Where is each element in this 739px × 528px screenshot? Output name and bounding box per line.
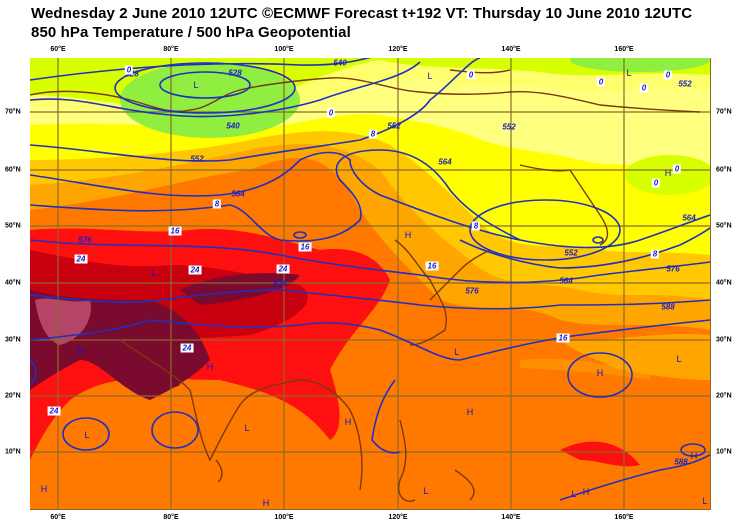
longitude-tick-label: 160°E	[614, 514, 634, 521]
temperature-contour-label: 0	[326, 108, 336, 118]
high-pressure-marker: H	[262, 498, 270, 508]
temperature-contour-label: 16	[556, 333, 570, 343]
longitude-tick-label: 140°E	[501, 514, 521, 521]
temperature-contour-label: 16	[298, 242, 312, 252]
high-pressure-marker: H	[404, 230, 412, 240]
geopotential-contour-label: 588	[661, 302, 675, 312]
low-pressure-marker: L	[244, 423, 250, 433]
geopotential-contour-label: 576	[273, 279, 287, 289]
high-pressure-marker: H	[77, 346, 85, 356]
longitude-tick-label: 100°E	[274, 46, 294, 53]
low-pressure-marker: L	[702, 496, 708, 506]
temperature-contour-label: 24	[47, 406, 61, 416]
longitude-tick-label: 80°E	[163, 46, 179, 53]
temperature-contour-label: 0	[466, 70, 476, 80]
latitude-tick-label: 60°N	[716, 166, 732, 174]
low-pressure-marker: L	[151, 268, 157, 278]
geopotential-contour-label: 552	[190, 154, 204, 164]
latitude-tick-label: 40°N	[5, 279, 21, 287]
latitude-tick-label: 70°N	[716, 108, 732, 116]
low-pressure-marker: L	[423, 486, 429, 496]
temperature-contour-label: 16	[168, 226, 182, 236]
temperature-contour-label: 0	[651, 178, 661, 188]
latitude-tick-label: 50°N	[5, 222, 21, 230]
high-pressure-marker: H	[344, 417, 352, 427]
geopotential-contour-label: 552	[564, 248, 578, 258]
low-pressure-marker: L	[427, 71, 433, 81]
temperature-contour-label: 8	[650, 249, 660, 259]
latitude-tick-label: 30°N	[716, 336, 732, 344]
temperature-contour-label: 8	[368, 129, 378, 139]
low-pressure-marker: L	[454, 347, 460, 357]
high-pressure-marker: H	[596, 368, 604, 378]
latitude-tick-label: 10°N	[5, 448, 21, 456]
temperature-contour-label: 8	[471, 221, 481, 231]
geopotential-contour-label: 552	[387, 121, 401, 131]
latitude-tick-label: 40°N	[716, 279, 732, 287]
longitude-tick-label: 160°E	[614, 46, 634, 53]
high-pressure-marker: H	[466, 407, 474, 417]
low-pressure-marker: L	[571, 489, 577, 499]
temperature-contour-label: 0	[124, 65, 134, 75]
longitude-tick-label: 60°E	[50, 514, 66, 521]
latitude-tick-label: 20°N	[716, 392, 732, 400]
temperature-field	[30, 58, 710, 509]
latitude-tick-label: 50°N	[716, 222, 732, 230]
longitude-tick-label: 120°E	[388, 514, 408, 521]
high-pressure-marker: H	[664, 168, 672, 178]
low-pressure-marker: L	[626, 68, 632, 78]
geopotential-contour-label: 564	[231, 189, 245, 199]
longitude-tick-label: 140°E	[501, 46, 521, 53]
temperature-contour-label: 0	[663, 70, 673, 80]
latitude-tick-label: 60°N	[5, 166, 21, 174]
low-pressure-marker: L	[84, 430, 90, 440]
geopotential-contour-label: 540	[226, 121, 240, 131]
high-pressure-marker: H	[206, 362, 214, 372]
latitude-tick-label: 70°N	[5, 108, 21, 116]
high-pressure-marker: H	[40, 484, 48, 494]
geopotential-contour-label: 540	[333, 58, 347, 68]
geopotential-contour-label: 576	[78, 235, 92, 245]
geopotential-contour-label: 576	[666, 264, 680, 274]
temperature-contour-label: 24	[188, 265, 202, 275]
low-pressure-marker: L	[676, 354, 682, 364]
high-pressure-marker: H	[582, 487, 590, 497]
latitude-tick-label: 20°N	[5, 392, 21, 400]
temperature-contour-label: 24	[276, 264, 290, 274]
high-pressure-marker: H	[690, 451, 698, 461]
longitude-tick-label: 100°E	[274, 514, 294, 521]
temperature-contour-label: 16	[425, 261, 439, 271]
temperature-contour-label: 24	[180, 343, 194, 353]
temperature-contour-label: 0	[596, 77, 606, 87]
chart-title-line1: Wednesday 2 June 2010 12UTC ©ECMWF Forec…	[31, 5, 693, 22]
geopotential-contour-label: 588	[674, 457, 688, 467]
geopotential-contour-label: 564	[438, 157, 452, 167]
weather-map[interactable]: 21CMA	[30, 58, 711, 510]
geopotential-contour-label: 564	[559, 276, 573, 286]
geopotential-contour-label: 564	[682, 213, 696, 223]
temperature-contour-label: 0	[639, 83, 649, 93]
latitude-tick-label: 30°N	[5, 336, 21, 344]
temperature-contour-label: 0	[672, 164, 682, 174]
geopotential-contour-label: 528	[228, 68, 242, 78]
longitude-tick-label: 60°E	[50, 46, 66, 53]
longitude-tick-label: 120°E	[388, 46, 408, 53]
temperature-contour-label: 8	[212, 199, 222, 209]
geopotential-contour-label: 552	[678, 79, 692, 89]
latitude-tick-label: 10°N	[716, 448, 732, 456]
watermark-logo: 21CMA	[612, 506, 710, 509]
temperature-contour-label: 24	[74, 254, 88, 264]
longitude-tick-label: 80°E	[163, 514, 179, 521]
geopotential-contour-label: 552	[502, 122, 516, 132]
chart-title-line2: 850 hPa Temperature / 500 hPa Geopotenti…	[31, 24, 351, 41]
low-pressure-marker: L	[193, 80, 199, 90]
geopotential-contour-label: 576	[465, 286, 479, 296]
